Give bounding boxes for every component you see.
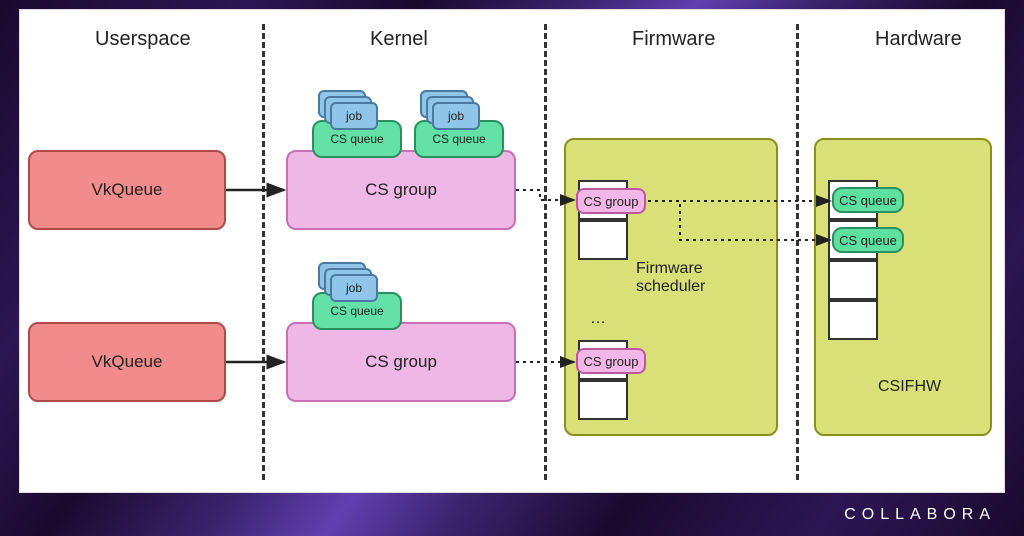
hw-slot <box>828 300 878 340</box>
fw-slot <box>578 220 628 260</box>
csgroup-label: CS group <box>365 352 437 372</box>
csqueue-label: CS queue <box>330 132 383 146</box>
job-card: job <box>432 102 480 130</box>
fw-csgroup-tag-2: CS group <box>576 348 646 374</box>
job-card: job <box>330 102 378 130</box>
vkqueue-box-2: VkQueue <box>28 322 226 402</box>
firmware-scheduler-label: Firmware scheduler <box>636 260 756 296</box>
csgroup-box-2: CS group <box>286 322 516 402</box>
csqueue-label: CS queue <box>330 304 383 318</box>
fw-csgroup-label: CS group <box>584 354 639 369</box>
vkqueue-box-1: VkQueue <box>28 150 226 230</box>
hw-csqueue-tag-1: CS queue <box>832 187 904 213</box>
hw-csqueue-label: CS queue <box>839 233 897 248</box>
divider-1 <box>262 24 265 480</box>
fw-csgroup-label: CS group <box>584 194 639 209</box>
vkqueue-label: VkQueue <box>92 352 163 372</box>
vkqueue-label: VkQueue <box>92 180 163 200</box>
hw-slot <box>828 260 878 300</box>
hw-csqueue-tag-2: CS queue <box>832 227 904 253</box>
col-userspace-header: Userspace <box>95 28 191 51</box>
csgroup-box-1: CS group <box>286 150 516 230</box>
csgroup-label: CS group <box>365 180 437 200</box>
col-hardware-header: Hardware <box>875 28 962 51</box>
hw-csqueue-label: CS queue <box>839 193 897 208</box>
csqueue-label: CS queue <box>432 132 485 146</box>
divider-3 <box>796 24 799 480</box>
fw-csgroup-tag-1: CS group <box>576 188 646 214</box>
brand-logo: COLLABORA <box>844 506 996 524</box>
col-firmware-header: Firmware <box>632 28 715 51</box>
csifhw-label: CSIFHW <box>878 378 941 396</box>
firmware-ellipsis: … <box>590 310 606 328</box>
job-card: job <box>330 274 378 302</box>
fw-slot <box>578 380 628 420</box>
col-kernel-header: Kernel <box>370 28 428 51</box>
divider-2 <box>544 24 547 480</box>
